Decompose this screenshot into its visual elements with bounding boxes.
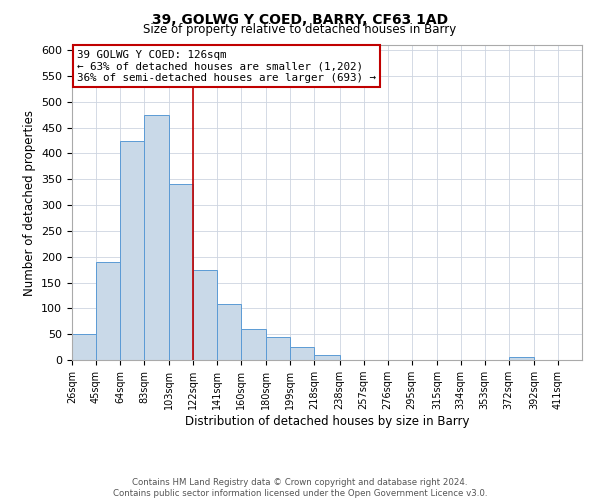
Bar xyxy=(314,355,340,360)
Text: Contains HM Land Registry data © Crown copyright and database right 2024.
Contai: Contains HM Land Registry data © Crown c… xyxy=(113,478,487,498)
Bar xyxy=(217,304,241,360)
Y-axis label: Number of detached properties: Number of detached properties xyxy=(23,110,35,296)
X-axis label: Distribution of detached houses by size in Barry: Distribution of detached houses by size … xyxy=(185,415,469,428)
Bar xyxy=(169,184,193,360)
Text: 39, GOLWG Y COED, BARRY, CF63 1AD: 39, GOLWG Y COED, BARRY, CF63 1AD xyxy=(152,12,448,26)
Bar xyxy=(193,270,217,360)
Bar xyxy=(266,338,290,360)
Bar xyxy=(144,114,169,360)
Bar xyxy=(96,262,120,360)
Bar xyxy=(290,347,314,360)
Bar xyxy=(120,140,144,360)
Bar xyxy=(241,329,266,360)
Bar xyxy=(72,334,96,360)
Text: Size of property relative to detached houses in Barry: Size of property relative to detached ho… xyxy=(143,22,457,36)
Bar xyxy=(509,358,534,360)
Text: 39 GOLWG Y COED: 126sqm
← 63% of detached houses are smaller (1,202)
36% of semi: 39 GOLWG Y COED: 126sqm ← 63% of detache… xyxy=(77,50,376,83)
